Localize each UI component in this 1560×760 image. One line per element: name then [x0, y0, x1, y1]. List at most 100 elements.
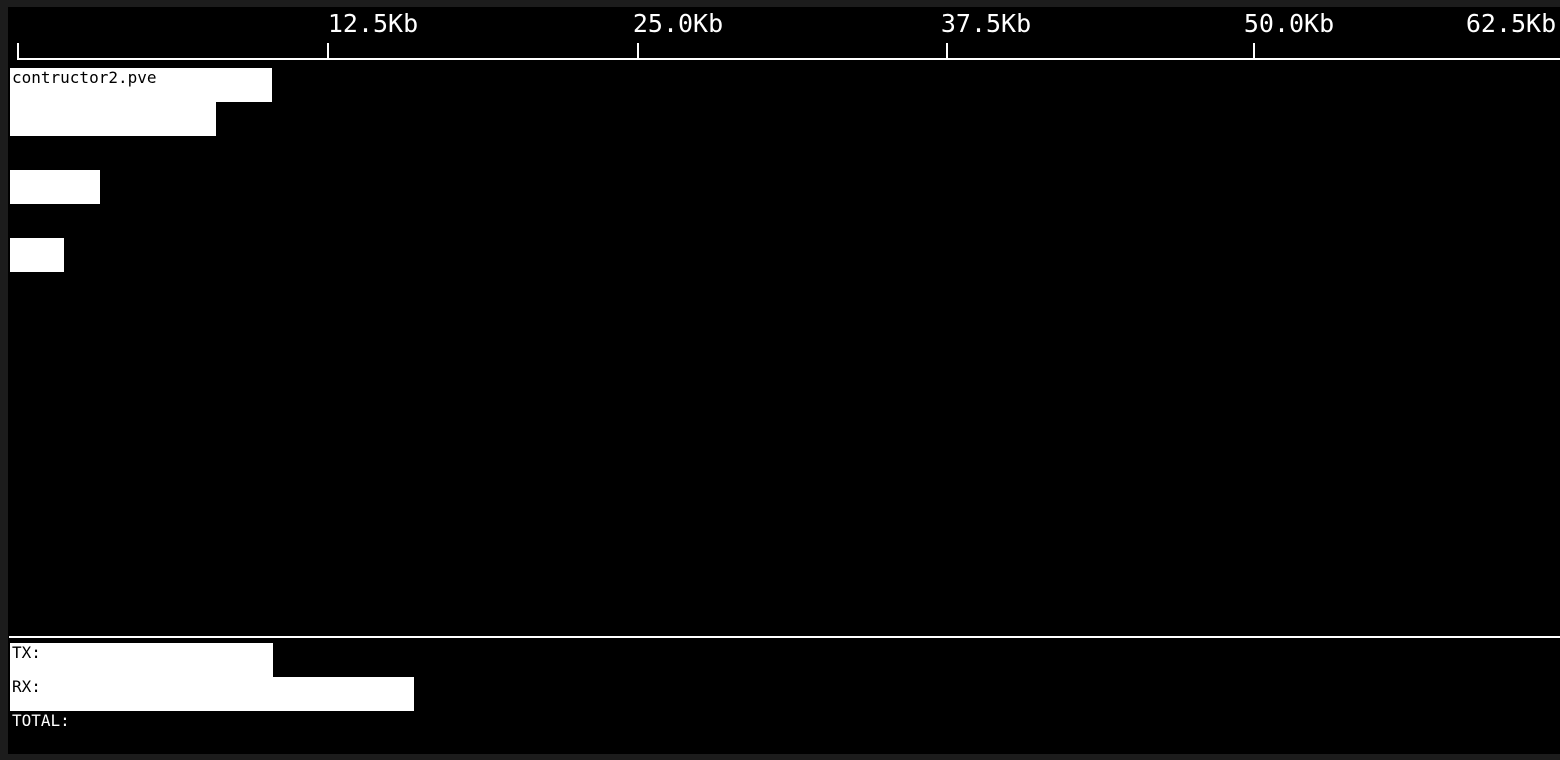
rate-2s: 1.39Kb — [1188, 578, 1246, 597]
rx-rate-40s: 24.4Kb — [1494, 677, 1552, 696]
rx-bandwidth-bar — [10, 238, 64, 272]
rate-40s: 0b — [1532, 476, 1552, 495]
bandwidth-scale-header: 12.5Kb 25.0Kb 37.5Kb 50.0Kb 62.5Kb — [8, 7, 1560, 68]
rate-2s: 0b — [1226, 136, 1246, 155]
row-rx-line[interactable]: <= 5.10Kb 7.99Kb 8.50Kb — [8, 102, 1560, 136]
rate-2s: 2.82Kb — [1188, 238, 1246, 257]
direction-in-icon: <= — [550, 442, 570, 461]
row-rx-line[interactable]: <= 0b 326b 246b — [8, 510, 1560, 544]
peak-label: peak: — [586, 643, 635, 662]
rate-40s: 386b — [1513, 374, 1552, 393]
direction-in-icon: <= — [550, 510, 570, 529]
rate-10s: 496b — [1351, 306, 1390, 325]
rate-2s: 0b — [1226, 340, 1246, 359]
total-peak-value: 219Kb — [799, 711, 848, 730]
table-row[interactable]: contructor2.pve => 192.168.0.54 6.46Kb 9… — [8, 68, 1560, 136]
table-row[interactable]: 255.255.255.255 => 192.168.0.2 0b 0b 0b … — [8, 204, 1560, 272]
footer-separator — [9, 636, 1560, 638]
rate-10s: 326b — [1351, 510, 1390, 529]
scale-tick-4 — [1253, 43, 1255, 60]
rate-2s: 6.46Kb — [1188, 68, 1246, 87]
peer-address: 192.168.0.17 — [608, 544, 724, 563]
row-rx-line[interactable]: <= 0b 326b 246b — [8, 442, 1560, 476]
cum-label: cum: — [298, 643, 337, 662]
rate-40s: 0b — [1532, 340, 1552, 359]
scale-axis-line — [17, 58, 1560, 60]
rate-2s: 0b — [1226, 272, 1246, 291]
rates-label: rates: — [980, 643, 1038, 662]
row-rx-line[interactable]: <= 0b 496b 248b — [8, 306, 1560, 340]
host-pair-list[interactable]: contructor2.pve => 192.168.0.54 6.46Kb 9… — [8, 68, 1560, 633]
rate-2s: 0b — [1226, 476, 1246, 495]
rate-40s: 213b — [1513, 578, 1552, 597]
rate-10s: 0b — [1370, 272, 1390, 291]
table-row[interactable]: 239.255.255.250 => 192.168.0.22 0b 0b 0b… — [8, 272, 1560, 340]
total-rate-2s: 16.9Kb — [1188, 711, 1246, 730]
host-name: contructor2.pve — [12, 68, 157, 87]
row-tx-line[interactable]: 239.255.255.250 => 192.168.0.22 0b 0b 0b — [8, 272, 1560, 306]
rx-rate-2s: 10.4Kb — [1188, 677, 1246, 696]
table-row[interactable]: mdns.mcast.net => 192.168.0.77 0b 0b 0b … — [8, 136, 1560, 204]
rate-10s: 386b — [1351, 374, 1390, 393]
total-cum-value: 296KB — [491, 711, 540, 730]
table-row[interactable]: 255.255.255.255 => 192.168.0.1 0b 0b 0b … — [8, 340, 1560, 408]
rate-40s: 1.13Kb — [1494, 238, 1552, 257]
host-name: mdns.mcast.net — [12, 544, 147, 563]
row-rx-line[interactable]: <= 2.82Kb 1.69Kb 1.13Kb — [8, 238, 1560, 272]
row-tx-line[interactable]: contructor2.pve => 192.168.0.54 6.46Kb 9… — [8, 68, 1560, 102]
direction-out-icon: => — [550, 476, 570, 495]
peer-address: 192.168.0.54 — [608, 68, 724, 87]
rx-bandwidth-bar — [10, 102, 216, 136]
tx-total-bar — [10, 643, 273, 677]
row-tx-line[interactable]: 255.255.255.255 => 192.168.0.2 0b 0b 0b — [8, 204, 1560, 238]
summary-row-rx: RX: 203KB 195Kb 10.4Kb 15.3Kb 24.4Kb — [8, 677, 1560, 711]
peer-address: 192.168.0.22 — [608, 272, 724, 291]
scale-label-1: 12.5Kb — [327, 9, 419, 38]
scale-label-5: 62.5Kb — [1465, 9, 1557, 38]
rate-40s: 246b — [1513, 510, 1552, 529]
row-rx-line[interactable]: <= 0b 386b 386b — [8, 374, 1560, 408]
row-tx-line[interactable]: mdns.mcast.net => 192.168.0.54 0b 0b 0b — [8, 408, 1560, 442]
rate-40s: 0b — [1532, 204, 1552, 223]
rate-10s: 0b — [1370, 204, 1390, 223]
total-label: TOTAL: — [12, 711, 70, 730]
direction-in-icon: <= — [550, 238, 570, 257]
rate-2s: 0b — [1226, 408, 1246, 427]
tx-rate-40s: 11.6Kb — [1494, 643, 1552, 662]
row-rx-line[interactable]: <= 0b 3.26Kb 3.09Kb — [8, 170, 1560, 204]
row-rx-line[interactable]: <= 1.39Kb 284b 213b — [8, 578, 1560, 612]
direction-out-icon: => — [550, 340, 570, 359]
host-name: mdns.mcast.net — [12, 476, 147, 495]
host-name: mdns.mcast.net — [12, 408, 147, 427]
row-tx-line[interactable]: mdns.mcast.net => 192.168.0.55 0b 0b 0b — [8, 476, 1560, 510]
terminal-screen[interactable]: 12.5Kb 25.0Kb 37.5Kb 50.0Kb 62.5Kb contr… — [8, 7, 1560, 754]
rx-cum-value: 203KB — [491, 677, 540, 696]
rate-40s: 0b — [1532, 408, 1552, 427]
scale-axis-origin-tick — [17, 43, 19, 60]
row-tx-line[interactable]: 255.255.255.255 => 192.168.0.1 0b 0b 0b — [8, 340, 1560, 374]
host-name: mdns.mcast.net — [12, 136, 147, 155]
rate-10s: 0b — [1370, 476, 1390, 495]
row-tx-line[interactable]: mdns.mcast.net => 192.168.0.17 0b 0b 0b — [8, 544, 1560, 578]
rate-10s: 9.96Kb — [1332, 68, 1390, 87]
rate-40s: 0b — [1532, 544, 1552, 563]
rx-rate-10s: 15.3Kb — [1332, 677, 1390, 696]
rate-10s: 3.26Kb — [1332, 170, 1390, 189]
table-row[interactable]: mdns.mcast.net => 192.168.0.54 0b 0b 0b … — [8, 408, 1560, 476]
rate-2s: 0b — [1226, 374, 1246, 393]
rate-10s: 1.69Kb — [1332, 238, 1390, 257]
rate-10s: 0b — [1370, 340, 1390, 359]
total-rate-40s: 36.0Kb — [1494, 711, 1552, 730]
scale-tick-1 — [327, 43, 329, 60]
rate-2s: 0b — [1226, 170, 1246, 189]
row-tx-line[interactable]: mdns.mcast.net => 192.168.0.77 0b 0b 0b — [8, 136, 1560, 170]
scale-tick-3 — [946, 43, 948, 60]
direction-in-icon: <= — [550, 102, 570, 121]
table-row[interactable]: mdns.mcast.net => 192.168.0.55 0b 0b 0b … — [8, 476, 1560, 544]
rate-40s: 246b — [1513, 442, 1552, 461]
direction-out-icon: => — [550, 408, 570, 427]
scale-label-4: 50.0Kb — [1243, 9, 1335, 38]
table-row[interactable]: mdns.mcast.net => 192.168.0.17 0b 0b 0b … — [8, 544, 1560, 612]
rate-40s: 0b — [1532, 272, 1552, 291]
